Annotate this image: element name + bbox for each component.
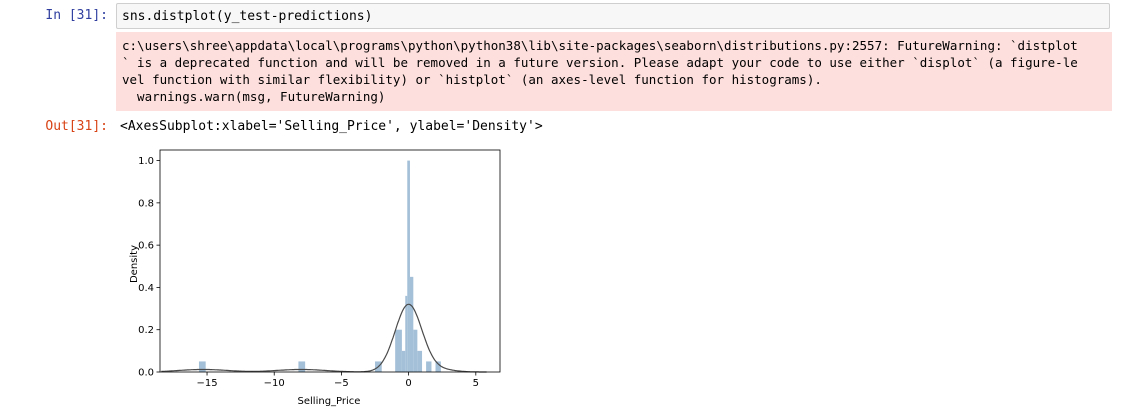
code-text[interactable]: sns.distplot(y_test-predictions) bbox=[122, 9, 373, 24]
histogram-bar bbox=[198, 361, 206, 372]
y-tick-label: 0.2 bbox=[138, 325, 154, 336]
y-axis-label: Density bbox=[129, 245, 140, 283]
histogram-bar bbox=[409, 276, 414, 372]
y-tick-label: 0.0 bbox=[138, 368, 154, 379]
histogram-bar bbox=[413, 329, 418, 372]
y-tick-label: 0.4 bbox=[138, 283, 154, 294]
histogram-bar bbox=[298, 361, 306, 372]
histogram-bar bbox=[405, 295, 408, 372]
histogram-bar bbox=[407, 160, 410, 372]
stderr-line: ` is a deprecated function and will be r… bbox=[122, 55, 1078, 70]
x-tick-label: 0 bbox=[405, 378, 411, 389]
code-input-area[interactable]: sns.distplot(y_test-predictions) bbox=[116, 3, 1110, 29]
x-tick-label: −5 bbox=[334, 378, 349, 389]
y-tick-label: 0.6 bbox=[138, 241, 154, 252]
x-tick-label: −10 bbox=[264, 378, 285, 389]
stderr-line: vel function with similar flexibility) o… bbox=[122, 72, 822, 87]
output-prompt: Out[31]: bbox=[45, 119, 108, 134]
stderr-output: c:\users\shree\appdata\local\programs\py… bbox=[116, 32, 1112, 111]
y-tick-label: 0.8 bbox=[138, 198, 154, 209]
histogram-bar bbox=[395, 329, 402, 372]
histogram-bar bbox=[417, 350, 423, 372]
input-prompt: In [31]: bbox=[45, 8, 108, 23]
kde-line bbox=[161, 303, 487, 373]
histogram-bar bbox=[435, 361, 441, 372]
stderr-line: warnings.warn(msg, FutureWarning) bbox=[122, 89, 386, 104]
x-tick-label: −15 bbox=[196, 378, 217, 389]
x-axis-label: Selling_Price bbox=[298, 396, 361, 407]
plot-frame bbox=[159, 149, 501, 373]
stderr-line: c:\users\shree\appdata\local\programs\py… bbox=[122, 38, 1078, 53]
histogram-bar bbox=[401, 350, 406, 372]
histogram-bar bbox=[426, 361, 432, 372]
y-tick-label: 1.0 bbox=[138, 156, 154, 167]
output-repr: <AxesSubplot:xlabel='Selling_Price', yla… bbox=[120, 119, 543, 134]
x-tick-label: 5 bbox=[473, 378, 479, 389]
